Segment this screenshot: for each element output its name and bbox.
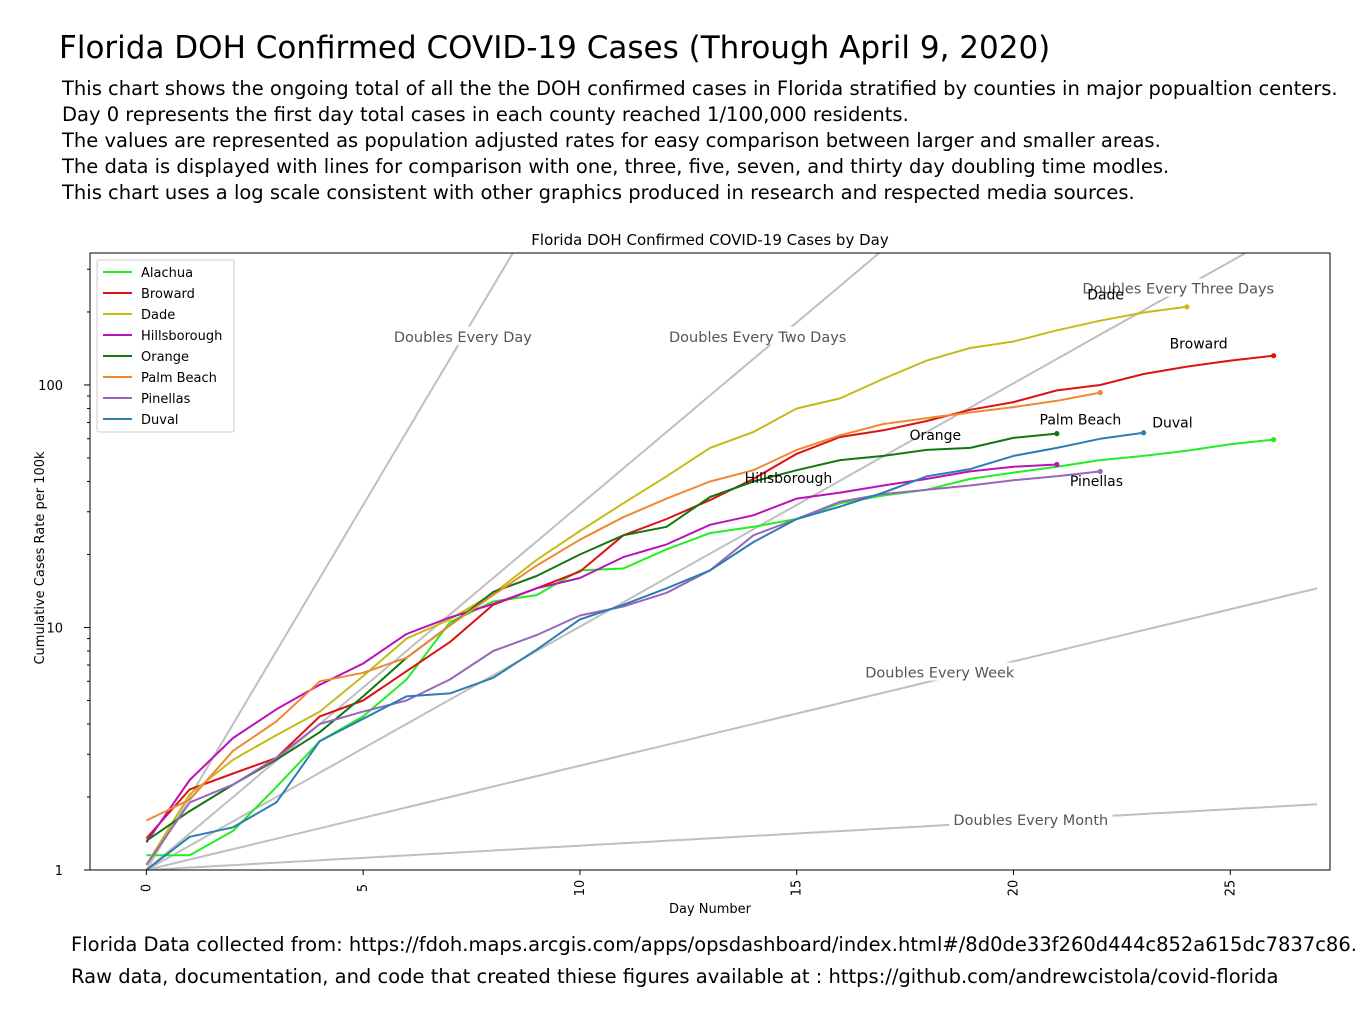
- y-axis-label: Cumulative Cases Rate per 100k: [33, 451, 48, 665]
- footer: Florida Data collected from: https://fdo…: [71, 929, 1357, 993]
- legend-item-alachua: Alachua: [141, 266, 193, 281]
- legend-item-duval: Duval: [141, 413, 179, 428]
- reference-label-doubles-every-three-days: Doubles Every Three Days: [1082, 282, 1274, 298]
- description-line: Day 0 represents the first day total cas…: [62, 103, 909, 126]
- series-line-duval: [145, 431, 1144, 870]
- footer-source-line: Florida Data collected from: https://fdo…: [71, 933, 1357, 956]
- description-line: The values are represented as population…: [62, 129, 1161, 152]
- reference-label-bg: [949, 809, 1113, 828]
- series-end-labels: AlachuaBrowardDadeHillsboroughOrangePalm…: [745, 288, 1228, 490]
- y-axis: 1 10 100: [38, 268, 90, 879]
- plot-frame: [89, 252, 1331, 871]
- legend-item-dade: Dade: [141, 308, 175, 323]
- series-end-marker-dade: [1184, 304, 1190, 310]
- x-tick-label: 10: [573, 880, 588, 897]
- description-line: This chart uses a log scale consistent w…: [62, 181, 1135, 204]
- series-end-marker-hillsborough: [1054, 461, 1060, 468]
- reference-label-doubles-every-day: Doubles Every Day: [394, 330, 532, 346]
- series-line-pinellas: [145, 470, 1101, 866]
- reference-label-doubles-every-two-days: Doubles Every Two Days: [669, 330, 846, 346]
- legend-item-broward: Broward: [141, 287, 195, 302]
- y-tick-label: 1: [55, 864, 63, 879]
- series-line-palm-beach: [145, 391, 1101, 822]
- reference-line-doubles-every-week: [146, 587, 1318, 870]
- series-end-label-broward: Broward: [1170, 337, 1228, 353]
- reference-label-bg: [663, 326, 853, 345]
- description-line: This chart shows the ongoing total of al…: [62, 77, 1338, 100]
- chart-title: Florida DOH Confirmed COVID-19 Cases by …: [531, 231, 889, 249]
- reference-label-bg: [862, 662, 1018, 681]
- legend-item-hillsborough: Hillsborough: [141, 329, 222, 344]
- legend-item-palm-beach: Palm Beach: [141, 371, 217, 386]
- series-end-label-duval: Duval: [1152, 416, 1192, 432]
- series-end-marker-palm-beach: [1097, 389, 1103, 396]
- series-end-marker-alachua: [1271, 437, 1277, 443]
- page-title: Florida DOH Confirmed COVID-19 Cases (Th…: [59, 30, 1051, 66]
- reference-line-doubles-every-month: [146, 803, 1318, 870]
- description-line: The data is displayed with lines for com…: [62, 155, 1170, 178]
- reference-label-doubles-every-month: Doubles Every Month: [953, 813, 1108, 829]
- series-end-label-pinellas: Pinellas: [1070, 474, 1123, 490]
- series-end-marker-orange: [1054, 431, 1060, 437]
- reference-lines: [145, 253, 1318, 870]
- legend: Alachua Broward Dade Hillsborough Orange Palm…: [96, 259, 235, 433]
- series-line-dade: [145, 305, 1188, 866]
- x-tick-label: 15: [790, 880, 805, 897]
- reference-line-doubles-every-three-days: [145, 253, 1248, 870]
- series-end-label-palm-beach: Palm Beach: [1040, 412, 1122, 428]
- series-end-label-dade: Dade: [1087, 288, 1124, 304]
- legend-item-pinellas: Pinellas: [141, 392, 191, 407]
- reference-label-doubles-every-week: Doubles Every Week: [865, 665, 1015, 681]
- series-line-alachua: [146, 438, 1274, 857]
- reference-line-doubles-every-two-days: [145, 253, 881, 870]
- series-end-label-hillsborough: Hillsborough: [745, 471, 833, 487]
- footer-repo-line: Raw data, documentation, and code that c…: [71, 965, 1279, 988]
- x-tick-label: 0: [139, 884, 154, 892]
- series-line-hillsborough: [145, 463, 1057, 843]
- series-end-marker-duval: [1140, 430, 1147, 436]
- reference-label-bg: [1075, 278, 1282, 297]
- description-block: This chart shows the ongoing total of al…: [62, 76, 1338, 206]
- reference-label-bg: [389, 326, 536, 345]
- x-tick-label: 20: [1006, 880, 1021, 897]
- reference-labels: Doubles Every Day Doubles Every Two Days D…: [389, 278, 1282, 829]
- series-lines: [145, 304, 1277, 870]
- reference-line-doubles-every-day: [145, 253, 514, 870]
- series-end-label-orange: Orange: [909, 428, 961, 444]
- y-tick-label: 100: [38, 379, 63, 394]
- x-axis-label: Day Number: [669, 902, 752, 917]
- legend-box: [96, 259, 235, 433]
- x-tick-label: 5: [356, 884, 371, 892]
- x-axis: 0 5 10 15 20 25: [139, 870, 1238, 896]
- y-tick-label: 10: [46, 621, 63, 636]
- legend-item-orange: Orange: [141, 350, 189, 365]
- series-line-broward: [145, 354, 1274, 840]
- series-end-marker-pinellas: [1097, 468, 1103, 475]
- series-end-marker-broward: [1271, 353, 1277, 359]
- series-line-orange: [145, 432, 1057, 842]
- x-tick-label: 25: [1223, 880, 1238, 897]
